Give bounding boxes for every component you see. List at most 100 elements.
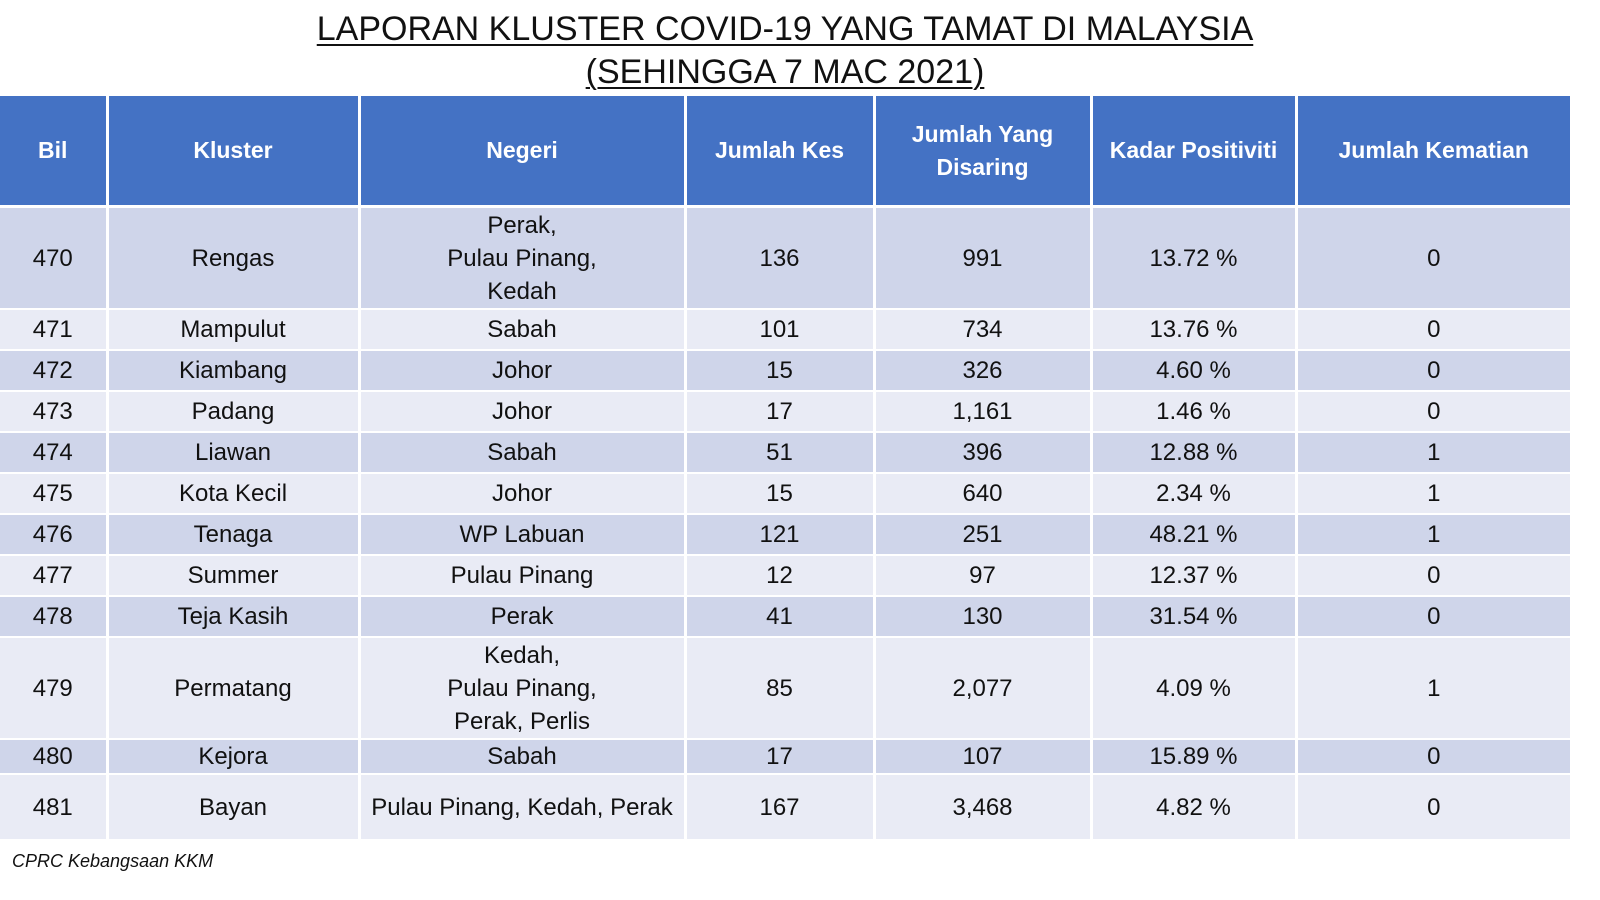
header-bil: Bil	[0, 96, 109, 208]
cell-disaring: 2,077	[874, 637, 1093, 740]
cell-kluster: Summer	[107, 555, 361, 597]
table-row: 478 Teja Kasih Perak 41 130 31.54 % 0	[0, 596, 1570, 638]
report-title: LAPORAN KLUSTER COVID-19 YANG TAMAT DI M…	[0, 8, 1570, 94]
cell-kes: 41	[685, 596, 876, 638]
cell-kes: 136	[685, 206, 876, 310]
cell-bil: 472	[0, 350, 109, 392]
cell-kluster: Rengas	[107, 206, 361, 310]
cell-kematian: 0	[1296, 309, 1570, 351]
cell-bil: 471	[0, 309, 109, 351]
cell-kluster: Padang	[107, 391, 361, 433]
cell-disaring: 734	[874, 309, 1093, 351]
header-kluster: Kluster	[107, 96, 361, 208]
cell-disaring: 1,161	[874, 391, 1093, 433]
cell-disaring: 107	[874, 739, 1093, 775]
cell-bil: 476	[0, 514, 109, 556]
table-row: 471 Mampulut Sabah 101 734 13.76 % 0	[0, 309, 1570, 351]
table-row: 477 Summer Pulau Pinang 12 97 12.37 % 0	[0, 555, 1570, 597]
cell-bil: 470	[0, 206, 109, 310]
cell-kematian: 0	[1296, 774, 1570, 841]
cell-negeri: Johor	[359, 391, 687, 433]
cell-kematian: 1	[1296, 514, 1570, 556]
cell-positiviti: 4.60 %	[1091, 350, 1298, 392]
cell-negeri: Sabah	[359, 309, 687, 351]
cell-kluster: Mampulut	[107, 309, 361, 351]
cell-kes: 15	[685, 473, 876, 515]
cell-negeri: Pulau Pinang	[359, 555, 687, 597]
cell-kematian: 0	[1296, 350, 1570, 392]
cell-positiviti: 31.54 %	[1091, 596, 1298, 638]
cell-kes: 15	[685, 350, 876, 392]
header-jumlah-disaring: Jumlah Yang Disaring	[874, 96, 1093, 208]
cell-positiviti: 13.76 %	[1091, 309, 1298, 351]
header-jumlah-kes: Jumlah Kes	[685, 96, 876, 208]
cell-kluster: Tenaga	[107, 514, 361, 556]
table-row: 473 Padang Johor 17 1,161 1.46 % 0	[0, 391, 1570, 433]
cell-positiviti: 12.88 %	[1091, 432, 1298, 474]
cell-bil: 481	[0, 774, 109, 841]
cell-kes: 12	[685, 555, 876, 597]
cell-kematian: 0	[1296, 555, 1570, 597]
cell-kes: 167	[685, 774, 876, 841]
table-row: 475 Kota Kecil Johor 15 640 2.34 % 1	[0, 473, 1570, 515]
cell-bil: 474	[0, 432, 109, 474]
table-row: 476 Tenaga WP Labuan 121 251 48.21 % 1	[0, 514, 1570, 556]
table-row: 480 Kejora Sabah 17 107 15.89 % 0	[0, 739, 1570, 775]
cell-kluster: Liawan	[107, 432, 361, 474]
cell-positiviti: 13.72 %	[1091, 206, 1298, 310]
cell-negeri: Perak, Pulau Pinang, Kedah	[359, 206, 687, 310]
title-line-2: (SEHINGGA 7 MAC 2021)	[585, 53, 985, 91]
cluster-table: Bil Kluster Negeri Jumlah Kes Jumlah Yan…	[0, 96, 1570, 841]
table-row: 472 Kiambang Johor 15 326 4.60 % 0	[0, 350, 1570, 392]
cell-bil: 477	[0, 555, 109, 597]
cell-disaring: 251	[874, 514, 1093, 556]
cell-negeri: Sabah	[359, 432, 687, 474]
cell-kematian: 1	[1296, 473, 1570, 515]
cell-kematian: 1	[1296, 432, 1570, 474]
title-line-1: LAPORAN KLUSTER COVID-19 YANG TAMAT DI M…	[316, 10, 1254, 48]
cell-positiviti: 48.21 %	[1091, 514, 1298, 556]
cell-negeri: WP Labuan	[359, 514, 687, 556]
cell-kes: 17	[685, 739, 876, 775]
cell-positiviti: 4.09 %	[1091, 637, 1298, 740]
cell-positiviti: 15.89 %	[1091, 739, 1298, 775]
cell-kluster: Kejora	[107, 739, 361, 775]
cell-positiviti: 12.37 %	[1091, 555, 1298, 597]
cell-bil: 475	[0, 473, 109, 515]
cell-kluster: Kiambang	[107, 350, 361, 392]
cell-kes: 51	[685, 432, 876, 474]
cell-kes: 85	[685, 637, 876, 740]
header-kadar-positiviti: Kadar Positiviti	[1091, 96, 1298, 208]
cell-positiviti: 1.46 %	[1091, 391, 1298, 433]
cell-kematian: 0	[1296, 391, 1570, 433]
cell-kes: 121	[685, 514, 876, 556]
cell-kluster: Teja Kasih	[107, 596, 361, 638]
cell-bil: 480	[0, 739, 109, 775]
cell-negeri: Kedah, Pulau Pinang, Perak, Perlis	[359, 637, 687, 740]
cell-kes: 101	[685, 309, 876, 351]
cell-kluster: Bayan	[107, 774, 361, 841]
cell-kes: 17	[685, 391, 876, 433]
cell-bil: 473	[0, 391, 109, 433]
table-row: 474 Liawan Sabah 51 396 12.88 % 1	[0, 432, 1570, 474]
cell-kluster: Kota Kecil	[107, 473, 361, 515]
header-jumlah-kematian: Jumlah Kematian	[1296, 96, 1570, 208]
table-row: 479 Permatang Kedah, Pulau Pinang, Perak…	[0, 637, 1570, 740]
cell-disaring: 326	[874, 350, 1093, 392]
cell-disaring: 97	[874, 555, 1093, 597]
cell-negeri: Pulau Pinang, Kedah, Perak	[359, 774, 687, 841]
cell-disaring: 991	[874, 206, 1093, 310]
cell-kematian: 0	[1296, 739, 1570, 775]
header-negeri: Negeri	[359, 96, 687, 208]
table-row: 470 Rengas Perak, Pulau Pinang, Kedah 13…	[0, 206, 1570, 310]
cell-bil: 478	[0, 596, 109, 638]
cell-kluster: Permatang	[107, 637, 361, 740]
cell-negeri: Johor	[359, 473, 687, 515]
table-row: 481 Bayan Pulau Pinang, Kedah, Perak 167…	[0, 774, 1570, 841]
cell-kematian: 0	[1296, 596, 1570, 638]
cell-negeri: Perak	[359, 596, 687, 638]
cell-positiviti: 4.82 %	[1091, 774, 1298, 841]
cell-kematian: 0	[1296, 206, 1570, 310]
cell-disaring: 640	[874, 473, 1093, 515]
source-footer: CPRC Kebangsaan KKM	[12, 851, 214, 871]
